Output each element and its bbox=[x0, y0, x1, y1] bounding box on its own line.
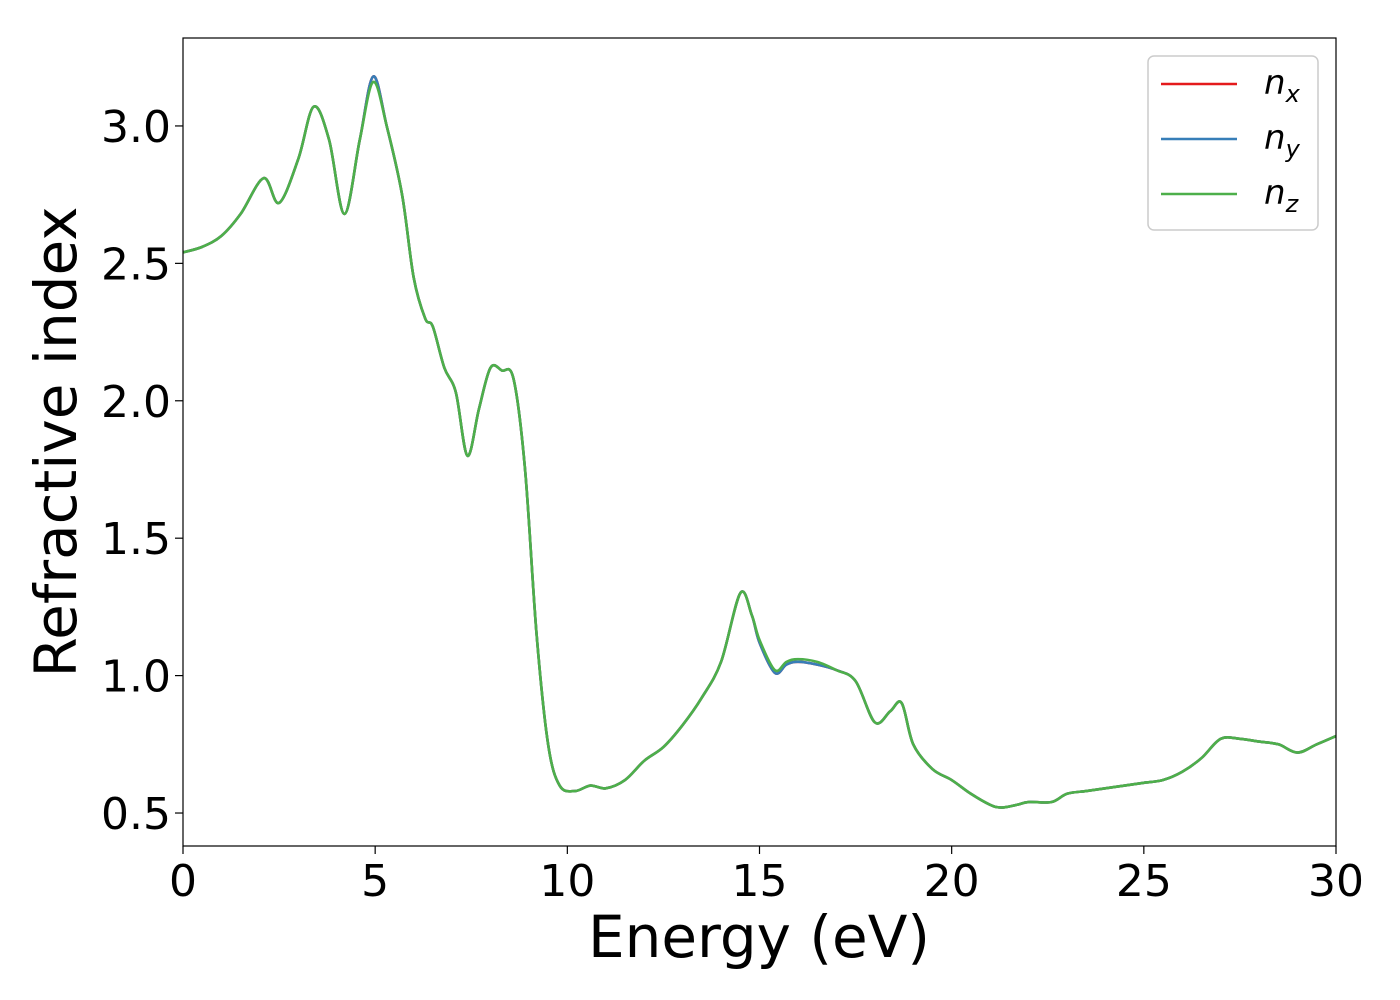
legend-label-x: nx bbox=[1264, 63, 1301, 108]
y-tick-label: 1.0 bbox=[101, 652, 171, 703]
y-tick-label: 3.0 bbox=[101, 102, 171, 153]
plot-background bbox=[183, 38, 1336, 846]
legend-label-subscript: y bbox=[1285, 135, 1301, 163]
legend-box bbox=[1147, 55, 1319, 231]
x-tick-label: 0 bbox=[169, 856, 197, 907]
legend-label-subscript: z bbox=[1285, 190, 1300, 218]
legend-label-z: nz bbox=[1264, 173, 1300, 218]
series-line-nz bbox=[182, 80, 1337, 809]
legend-label-subscript: x bbox=[1285, 80, 1301, 108]
y-tick-label: 0.5 bbox=[101, 789, 171, 840]
y-tick-label: 2.5 bbox=[101, 239, 171, 290]
x-axis: 0 5 10 15 20 25 30 bbox=[169, 846, 1364, 907]
y-axis-title: Refractive index bbox=[22, 206, 90, 677]
x-tick-label: 25 bbox=[1116, 856, 1172, 907]
x-tick-label: 5 bbox=[361, 856, 389, 907]
legend-label-base: n bbox=[1264, 118, 1286, 158]
x-tick-label: 20 bbox=[924, 856, 980, 907]
x-axis-title: Energy (eV) bbox=[588, 903, 930, 971]
series-layer bbox=[182, 75, 1337, 809]
y-axis: 0.5 1.0 1.5 2.0 2.5 3.0 bbox=[101, 102, 183, 840]
y-tick-label: 2.0 bbox=[101, 377, 171, 428]
legend-label-base: n bbox=[1264, 63, 1286, 103]
x-tick-label: 30 bbox=[1308, 856, 1364, 907]
legend-label-y: ny bbox=[1264, 118, 1301, 163]
y-tick-label: 1.5 bbox=[101, 514, 171, 565]
legend-label-base: n bbox=[1264, 173, 1286, 213]
x-tick-label: 15 bbox=[732, 856, 788, 907]
x-tick-label: 10 bbox=[539, 856, 595, 907]
